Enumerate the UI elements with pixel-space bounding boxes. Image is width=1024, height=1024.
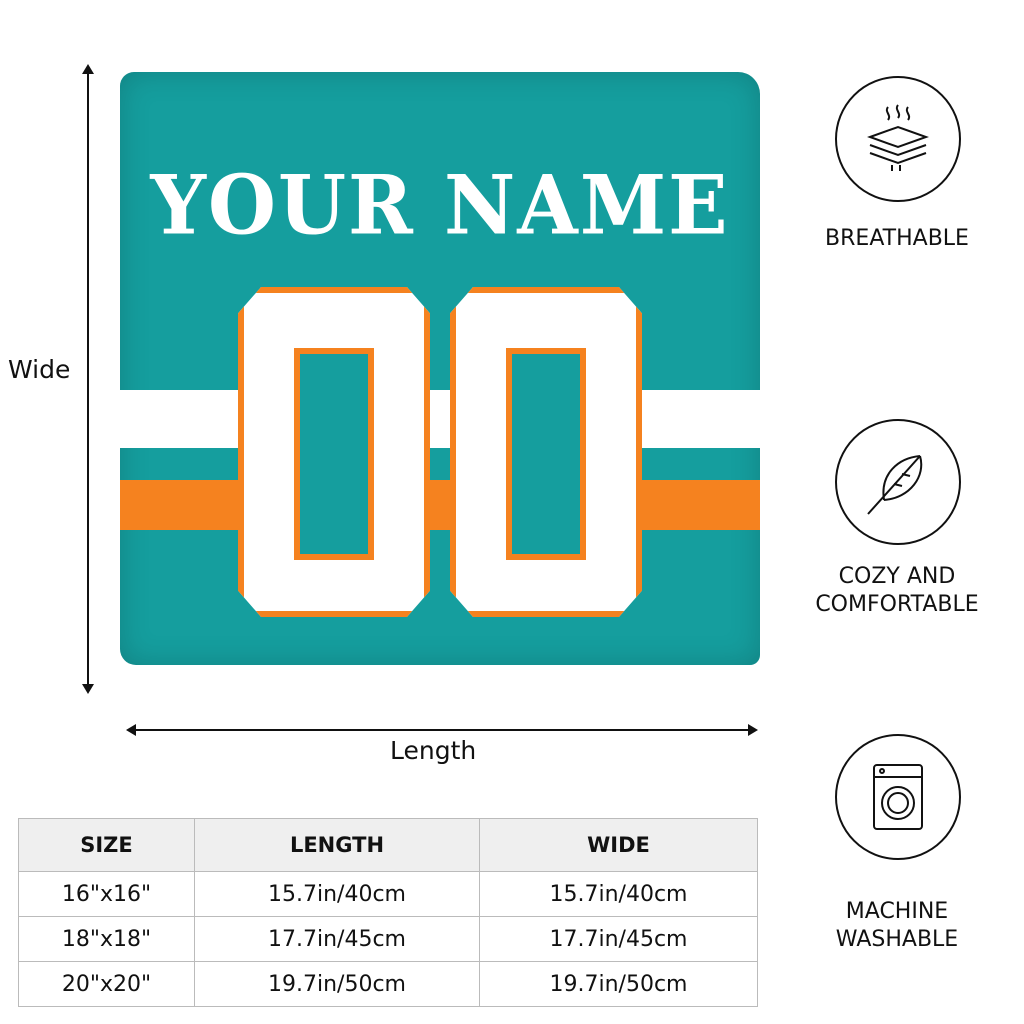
number-digit [238, 287, 430, 617]
size-cell: 18"x18" [18, 916, 195, 962]
header-length: LENGTH [194, 818, 480, 872]
wide-cell: 17.7in/45cm [479, 916, 758, 962]
feather-icon [835, 419, 961, 545]
breathable-layers-icon [835, 76, 961, 202]
number-digit [450, 287, 642, 617]
length-cell: 17.7in/45cm [194, 916, 480, 962]
pillow-name-text: YOUR NAME [150, 157, 730, 254]
header-wide: WIDE [479, 818, 758, 872]
wide-cell: 19.7in/50cm [479, 961, 758, 1007]
table-row: 20"x20" 19.7in/50cm 19.7in/50cm [18, 961, 758, 1007]
size-cell: 16"x16" [18, 871, 195, 917]
size-cell: 20"x20" [18, 961, 195, 1007]
washing-machine-icon [835, 734, 961, 860]
wide-arrow [82, 64, 94, 694]
header-size: SIZE [18, 818, 195, 872]
wide-cell: 15.7in/40cm [479, 871, 758, 917]
orange-stripe [120, 480, 760, 530]
table-row: 16"x16" 15.7in/40cm 15.7in/40cm [18, 871, 758, 917]
length-cell: 15.7in/40cm [194, 871, 480, 917]
length-label: Length [390, 736, 477, 765]
feature-label: BREATHABLE [825, 226, 969, 251]
size-table: SIZE LENGTH WIDE 16"x16" 15.7in/40cm 15.… [18, 818, 758, 1007]
length-cell: 19.7in/50cm [194, 961, 480, 1007]
wide-label: Wide [8, 355, 71, 384]
feature-label: MACHINE WASHABLE [835, 899, 959, 952]
pillow-image: YOUR NAME [120, 72, 760, 665]
white-stripe [120, 390, 760, 448]
length-arrow [126, 724, 758, 736]
table-row: 18"x18" 17.7in/45cm 17.7in/45cm [18, 916, 758, 962]
table-header-row: SIZE LENGTH WIDE [18, 818, 758, 872]
feature-label: COZY AND COMFORTABLE [815, 564, 979, 617]
